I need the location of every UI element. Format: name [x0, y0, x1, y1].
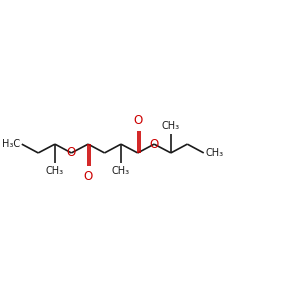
Text: H₃C: H₃C [2, 139, 20, 149]
Text: CH₃: CH₃ [162, 121, 180, 131]
Text: CH₃: CH₃ [46, 166, 64, 176]
Text: O: O [149, 138, 159, 151]
Text: O: O [133, 114, 142, 128]
Text: O: O [67, 146, 76, 159]
Text: O: O [83, 170, 93, 183]
Text: CH₃: CH₃ [112, 166, 130, 176]
Text: CH₃: CH₃ [205, 148, 223, 158]
